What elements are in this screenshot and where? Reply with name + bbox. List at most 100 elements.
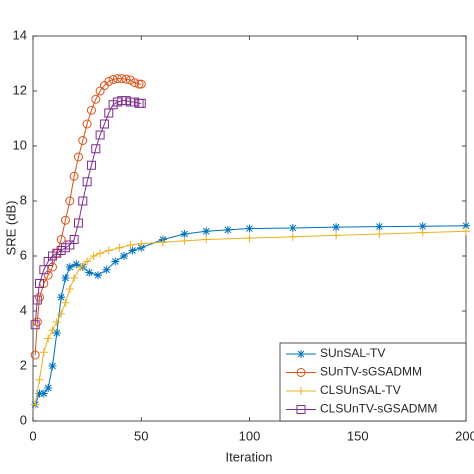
x-tick-label: 200: [455, 428, 474, 443]
marker: [82, 177, 92, 187]
marker: [31, 400, 40, 409]
marker: [375, 230, 384, 238]
marker: [32, 295, 42, 305]
marker: [61, 274, 70, 282]
x-tick-label: 0: [29, 428, 36, 443]
marker: [418, 222, 427, 231]
marker: [91, 94, 101, 104]
marker: [104, 246, 113, 255]
marker: [202, 235, 211, 244]
marker: [60, 215, 70, 225]
legend-box: [279, 342, 467, 422]
marker: [86, 105, 96, 115]
marker: [65, 285, 74, 293]
marker: [70, 274, 79, 282]
marker: [39, 348, 48, 357]
marker: [65, 196, 75, 206]
legend-label: CLSUnTV-sGSADMM: [320, 402, 437, 416]
marker: [137, 243, 146, 252]
marker: [96, 249, 105, 258]
marker: [78, 136, 88, 145]
marker: [89, 252, 98, 260]
y-tick-label: 10: [13, 137, 27, 152]
marker: [65, 263, 74, 271]
marker: [108, 74, 118, 84]
marker: [297, 387, 305, 395]
marker: [69, 171, 79, 181]
marker: [48, 326, 57, 335]
marker: [69, 235, 79, 244]
marker: [85, 268, 94, 277]
marker: [332, 223, 341, 232]
marker: [245, 234, 254, 243]
marker: [86, 160, 96, 170]
marker: [180, 236, 189, 245]
marker: [34, 292, 44, 302]
marker: [73, 218, 83, 228]
marker: [119, 252, 128, 260]
marker: [117, 74, 127, 84]
marker: [296, 405, 306, 414]
marker: [52, 318, 61, 326]
marker: [115, 243, 124, 252]
y-tick-label: 2: [20, 357, 27, 372]
marker: [93, 271, 102, 280]
marker: [125, 75, 135, 85]
marker: [245, 224, 254, 233]
legend-label: SUnTV-sGSADMM: [320, 365, 422, 379]
marker: [34, 279, 44, 288]
series-line: [34, 78, 142, 356]
marker: [72, 260, 81, 269]
y-tick-label: 0: [20, 412, 27, 427]
marker: [126, 241, 135, 249]
marker: [375, 222, 384, 231]
y-tick-label: 4: [20, 302, 27, 317]
marker: [121, 74, 131, 84]
marker: [418, 228, 427, 237]
marker: [39, 389, 48, 398]
x-tick-label: 100: [239, 428, 261, 443]
marker: [112, 74, 122, 84]
marker: [136, 79, 146, 89]
marker: [52, 329, 61, 337]
marker: [48, 362, 57, 370]
marker: [83, 257, 92, 266]
marker: [332, 231, 341, 240]
marker: [102, 265, 111, 274]
marker: [288, 232, 297, 241]
marker: [223, 225, 232, 234]
marker: [61, 298, 70, 307]
marker: [91, 144, 101, 154]
marker: [104, 76, 114, 86]
marker: [134, 79, 144, 89]
legend-label: CLSUnSAL-TV: [320, 383, 401, 397]
marker: [462, 227, 470, 236]
marker: [180, 230, 189, 238]
x-axis-label: Iteration: [226, 449, 273, 464]
marker: [35, 389, 44, 398]
marker: [202, 227, 211, 236]
marker: [57, 293, 66, 302]
y-tick-label: 8: [20, 192, 27, 207]
marker: [76, 263, 85, 271]
marker: [130, 78, 140, 88]
marker: [32, 317, 42, 327]
y-axis-label: SRE (dB): [3, 201, 18, 256]
x-tick-label: 50: [134, 428, 148, 443]
marker: [462, 221, 470, 230]
legend-label: SUnSAL-TV: [320, 346, 385, 360]
y-tick-label: 14: [13, 27, 27, 42]
marker: [44, 384, 53, 392]
y-tick-label: 12: [13, 82, 27, 97]
marker: [296, 368, 306, 377]
marker: [30, 350, 40, 360]
marker: [82, 119, 92, 129]
marker: [136, 98, 146, 108]
marker: [95, 130, 105, 140]
series-line: [34, 225, 467, 405]
marker: [73, 152, 83, 162]
marker: [35, 375, 44, 384]
marker: [111, 257, 120, 266]
marker: [30, 320, 40, 330]
